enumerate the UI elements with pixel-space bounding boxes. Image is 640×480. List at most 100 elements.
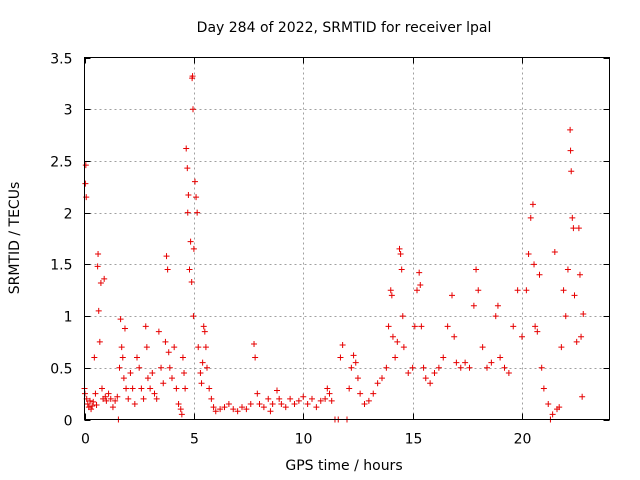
data-point (573, 338, 580, 345)
data-point (576, 271, 583, 278)
data-point (267, 408, 274, 415)
data-point (322, 395, 329, 402)
data-point (328, 397, 335, 404)
data-point (254, 390, 261, 397)
data-point (93, 402, 100, 409)
data-point (435, 364, 442, 371)
data-point (568, 168, 575, 175)
data-point (191, 178, 198, 185)
data-point (107, 395, 114, 402)
data-point (195, 344, 202, 351)
data-point (569, 214, 576, 221)
data-point (94, 263, 101, 270)
data-point (383, 364, 390, 371)
data-point (510, 323, 517, 330)
data-point (484, 364, 490, 371)
data-point (501, 364, 508, 371)
data-point (143, 344, 150, 351)
x-axis-title: GPS time / hours (285, 458, 402, 474)
data-point (160, 380, 167, 387)
data-point (265, 395, 272, 402)
data-point (116, 364, 123, 371)
data-point (162, 338, 169, 345)
data-point (392, 354, 399, 361)
data-point (396, 245, 403, 252)
data-point (121, 325, 128, 332)
data-point (193, 194, 200, 201)
data-point (247, 400, 254, 407)
data-point (449, 292, 455, 299)
data-point (82, 180, 89, 187)
data-point (525, 251, 532, 258)
data-point (531, 261, 538, 268)
chart-title: Day 284 of 2022, SRMTID for receiver lpa… (197, 20, 492, 36)
data-point (147, 385, 154, 392)
data-point (470, 302, 477, 309)
data-point (217, 406, 224, 413)
data-point (131, 400, 138, 407)
data-point (379, 375, 385, 382)
data-point (579, 393, 586, 400)
data-point (178, 411, 185, 418)
data-point (560, 287, 567, 294)
data-point (540, 385, 547, 392)
data-point (82, 162, 89, 169)
data-point (153, 395, 160, 402)
data-point (276, 395, 283, 402)
data-point (274, 387, 280, 394)
y-tick-label: 1 (64, 310, 73, 326)
data-point (361, 400, 368, 407)
data-point (416, 269, 423, 276)
data-point (163, 253, 170, 260)
data-point (348, 364, 355, 371)
data-point (549, 411, 556, 418)
x-tick-label: 5 (190, 432, 199, 448)
data-point (462, 359, 469, 366)
data-point (453, 359, 460, 366)
data-point (183, 145, 190, 152)
data-point (374, 380, 381, 387)
data-point (252, 354, 259, 361)
x-tick-label: 15 (405, 432, 423, 448)
data-point (184, 165, 191, 172)
data-point (129, 385, 136, 392)
data-point (140, 395, 147, 402)
y-tick-label: 2 (64, 207, 73, 223)
data-point (96, 338, 103, 345)
data-point (200, 323, 207, 330)
data-point (567, 147, 574, 154)
data-point (182, 385, 189, 392)
data-point (269, 400, 276, 407)
data-point (186, 266, 193, 273)
data-point (494, 302, 501, 309)
x-tick-label: 0 (81, 432, 90, 448)
data-point (451, 333, 458, 340)
data-point (350, 352, 357, 359)
data-point (92, 390, 99, 397)
data-point (278, 400, 285, 407)
data-point (287, 395, 294, 402)
data-point (422, 375, 429, 382)
data-point (134, 354, 140, 361)
data-point (202, 344, 209, 351)
data-point (538, 364, 545, 371)
data-point (580, 311, 587, 318)
data-point (431, 369, 438, 376)
data-point (212, 408, 219, 415)
data-point (95, 251, 102, 258)
data-point (206, 385, 213, 392)
data-point (534, 328, 541, 335)
data-point (370, 390, 377, 397)
data-point (86, 397, 93, 404)
data-point (414, 287, 420, 294)
data-point (123, 385, 130, 392)
data-point (346, 385, 353, 392)
data-point (230, 406, 237, 413)
y-tick-label: 3 (64, 103, 73, 119)
data-point (188, 278, 195, 285)
data-point (479, 344, 486, 351)
data-point (564, 266, 571, 273)
data-point (291, 400, 298, 407)
data-point (497, 354, 504, 361)
data-point (103, 397, 110, 404)
